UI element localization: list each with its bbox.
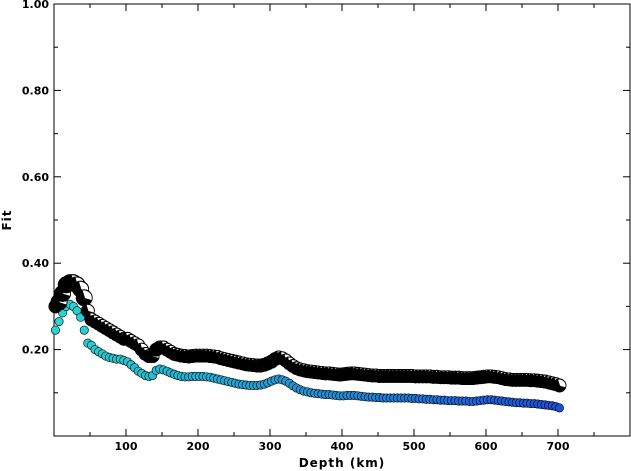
upper-series-point bbox=[75, 289, 93, 307]
y-tick-label: 0.40 bbox=[22, 257, 49, 270]
x-axis-ticks: 100 200 300 400 500 600 700 bbox=[89, 4, 595, 453]
y-axis-ticks: 0.20 0.40 0.60 0.80 1.00 bbox=[22, 0, 630, 394]
lower-series-point bbox=[554, 403, 564, 413]
upper-fit-series bbox=[48, 274, 567, 393]
x-tick-label: 300 bbox=[259, 440, 282, 453]
x-tick-label: 500 bbox=[403, 440, 426, 453]
y-axis-label: Fit bbox=[0, 209, 14, 230]
lower-fit-series bbox=[50, 299, 564, 413]
lower-series-point bbox=[79, 325, 89, 335]
y-tick-label: 0.20 bbox=[22, 344, 49, 357]
upper-series-point bbox=[552, 378, 567, 393]
y-tick-label: 0.80 bbox=[22, 84, 49, 97]
x-tick-label: 200 bbox=[187, 440, 210, 453]
x-tick-label: 400 bbox=[331, 440, 354, 453]
x-axis-label: Depth (km) bbox=[299, 456, 386, 470]
y-tick-label: 1.00 bbox=[22, 0, 49, 11]
x-tick-label: 100 bbox=[115, 440, 138, 453]
y-tick-label: 0.60 bbox=[22, 171, 49, 184]
lower-series-point bbox=[50, 325, 60, 335]
x-tick-label: 600 bbox=[475, 440, 498, 453]
x-tick-label: 700 bbox=[547, 440, 570, 453]
lower-series-point bbox=[54, 317, 64, 327]
